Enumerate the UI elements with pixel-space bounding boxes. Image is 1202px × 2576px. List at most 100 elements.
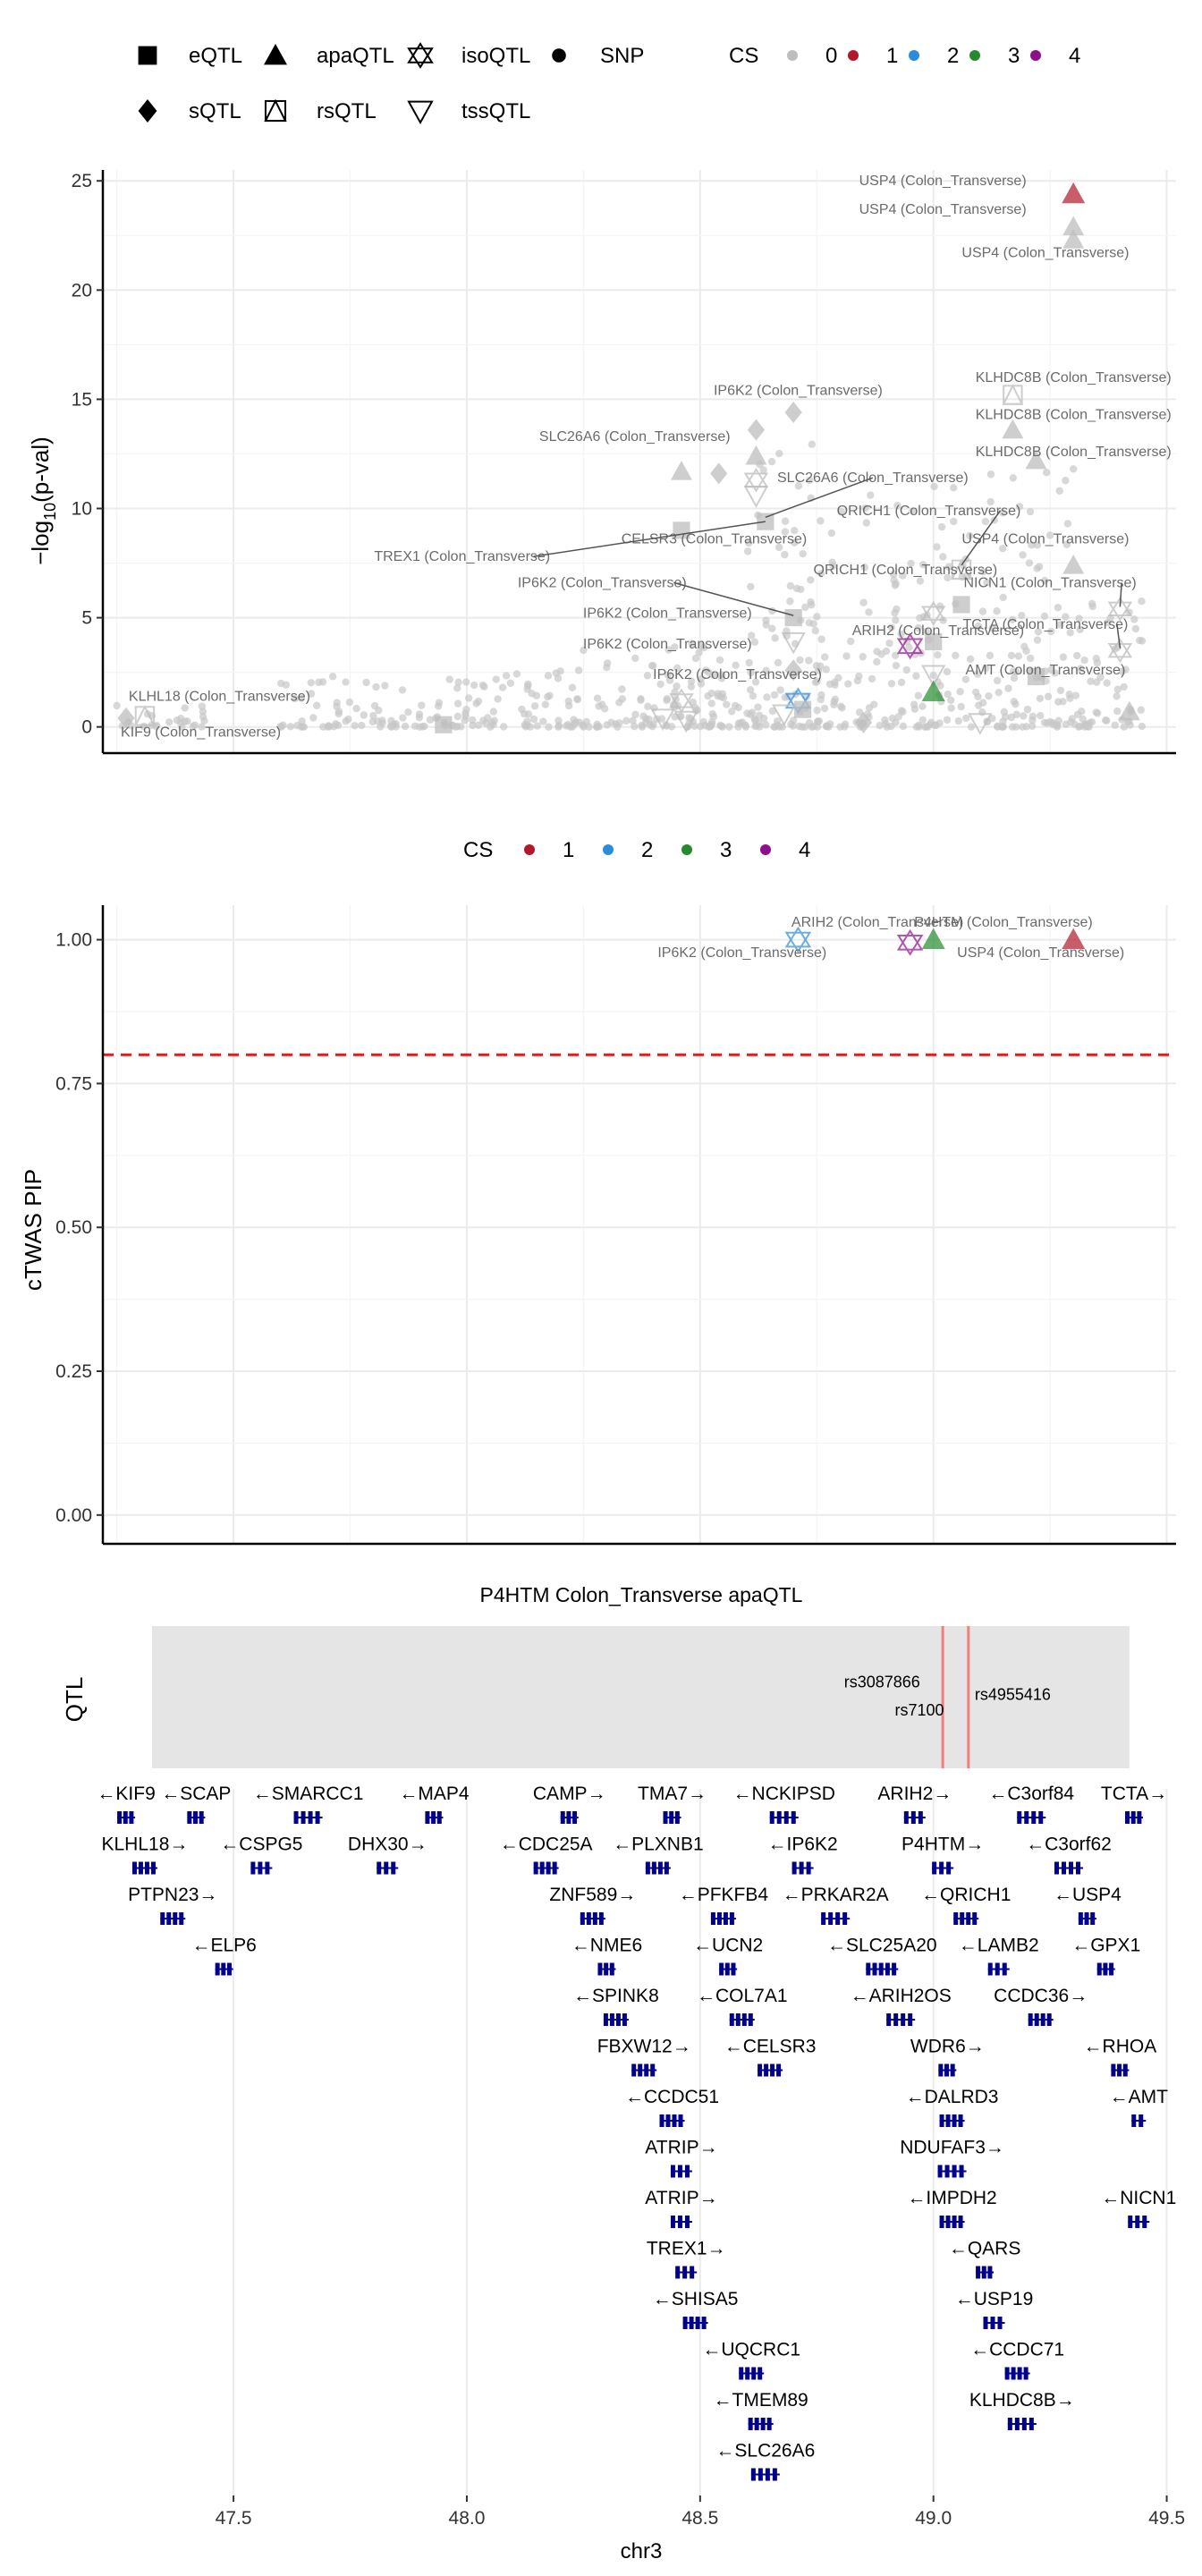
gwas-labels: USP4 (Colon_Transverse) USP4 (Colon_Trans…	[121, 174, 1172, 741]
gwas-label-3: KLHDC8B (Colon_Transverse)	[976, 370, 1172, 386]
gwas-point-25	[920, 665, 946, 688]
gwas-point-1	[1062, 216, 1085, 236]
legend-mid-label-4: 4	[799, 838, 810, 862]
gwas-label-2: USP4 (Colon_Transverse)	[961, 246, 1129, 261]
gwas-point-38	[435, 716, 453, 733]
gene-label-KLHDC8B: KLHDC8B→	[969, 2390, 1075, 2411]
gwas-point-18	[920, 600, 946, 626]
gene-label-TREX1: TREX1→	[647, 2239, 726, 2259]
gene-label-C3orf62: ←C3orf62	[1026, 1835, 1112, 1855]
qtl-track-ylabel: QTL	[61, 1677, 88, 1723]
x-tick-3: 49.0	[915, 2508, 952, 2529]
pip-ytick-3: 0.75	[55, 1073, 92, 1094]
legend-cs-label-4: 4	[1069, 44, 1080, 68]
gwas-ylabel-tail: (p-val)	[27, 436, 54, 503]
pip-y-axis-label: cTWAS PIP	[20, 1169, 47, 1291]
gwas-ytick-2: 10	[72, 499, 92, 520]
gwas-points	[117, 182, 1140, 735]
gwas-point-33	[673, 710, 698, 733]
gwas-point-2	[1062, 229, 1085, 249]
gene-label-C3orf84: ←C3orf84	[988, 1784, 1074, 1804]
gwas-label-1: USP4 (Colon_Transverse)	[859, 202, 1027, 217]
legend-mid: CS 1 2 3 4	[463, 838, 810, 862]
legend-label-rsQTL: rsQTL	[317, 99, 377, 123]
gene-label-PTPN23: PTPN23→	[128, 1885, 217, 1905]
gwas-label-6: IP6K2 (Colon_Transverse)	[714, 384, 883, 399]
gene-label-P4HTM: P4HTM→	[902, 1835, 984, 1855]
legend-label-tssQTL: tssQTL	[461, 99, 530, 123]
legend-mid-title: CS	[463, 838, 493, 862]
qtl-snp-label-rs7100: rs7100	[895, 1701, 944, 1719]
gwas-label-21: IP6K2 (Colon_Transverse)	[653, 667, 822, 682]
gene-label-PLXNB1: ←PLXNB1	[613, 1835, 704, 1855]
gwas-point-31	[669, 688, 694, 714]
gene-label-GPX1: ←GPX1	[1071, 1936, 1140, 1956]
gene-label-ARIH2OS: ←ARIH2OS	[851, 1986, 952, 2006]
gwas-point-12	[670, 460, 692, 480]
gene-label-QARS: ←QARS	[949, 2239, 1021, 2259]
gwas-point-8	[745, 445, 767, 465]
gene-label-TMEM89: ←TMEM89	[714, 2390, 808, 2411]
gwas-axes: 0 5 10 15 20 25	[72, 170, 1176, 755]
gene-label-CCDC71: ←CCDC71	[970, 2340, 1064, 2360]
gene-label-CDC25A: ←CDC25A	[500, 1835, 593, 1855]
gwas-label-17: TCTA (Colon_Transverse)	[962, 617, 1128, 632]
legend-shape-eQTL	[138, 46, 157, 65]
gwas-point-21	[781, 631, 806, 655]
gwas-ylabel-main: −log	[27, 521, 54, 565]
gene-label-SCAP: ←SCAP	[161, 1784, 231, 1804]
gene-label-FBXW12: FBXW12→	[597, 2037, 691, 2057]
legend-mid-swatch-2	[603, 844, 614, 855]
legend-cs-swatch-2	[909, 50, 919, 61]
qtl-track-title: P4HTM Colon_Transverse apaQTL	[480, 1583, 803, 1606]
x-axis-label: chr3	[621, 2539, 663, 2563]
gene-label-CELSR3: ←CELSR3	[724, 2037, 817, 2057]
gene-label-TMA7: TMA7→	[638, 1784, 707, 1804]
gwas-label-20: AMT (Colon_Transverse)	[966, 663, 1126, 678]
legend-shape-sQTL	[138, 99, 157, 123]
legend-cs-swatch-1	[848, 50, 859, 61]
gene-track: ←KIF9 ←SCAP ←SMARCC1 ←MAP4 CAMP→ TMA7→ ←NCKIPS…	[97, 1784, 1176, 2481]
gene-label-MAP4: ←MAP4	[399, 1784, 470, 1804]
gwas-ylabel-sub: 10	[41, 503, 59, 521]
gene-label-AMT: ←AMT	[1110, 2087, 1169, 2107]
gwas-point-23	[925, 632, 943, 651]
gwas-label-22: KLHL18 (Colon_Transverse)	[129, 689, 310, 704]
gwas-point-29	[921, 680, 945, 702]
legend-cs-title: CS	[729, 44, 758, 68]
gwas-point-37	[117, 707, 135, 729]
gwas-label-10: USP4 (Colon_Transverse)	[961, 532, 1129, 547]
legend-label-SNP: SNP	[600, 44, 644, 68]
pip-point-1	[896, 928, 924, 956]
gwas-ytick-1: 5	[81, 608, 92, 629]
gwas-point-27	[784, 659, 802, 682]
gene-label-ATRIP: ATRIP→	[645, 2188, 717, 2208]
gwas-label-23: KIF9 (Colon_Transverse)	[121, 725, 281, 741]
legend-mid-label-1: 1	[563, 838, 574, 862]
legend-cs-label-3: 3	[1008, 44, 1020, 68]
qtl-snp-label-rs3087866: rs3087866	[844, 1673, 920, 1690]
gene-label-ARIH2: ARIH2→	[877, 1784, 952, 1804]
gwas-point-35	[968, 713, 993, 735]
gwas-label-5: KLHDC8B (Colon_Transverse)	[976, 445, 1172, 460]
gwas-point-16	[951, 558, 972, 580]
gwas-point-36	[134, 705, 156, 726]
pip-label-1: P4HTM (Colon_Transverse)	[914, 915, 1092, 930]
gwas-point-7	[747, 419, 766, 441]
gene-label-ELP6: ←ELP6	[191, 1936, 256, 1956]
gene-label-CSPG5: ←CSPG5	[220, 1835, 302, 1855]
gene-label-LAMB2: ←LAMB2	[959, 1936, 1039, 1956]
gwas-label-12: TREX1 (Colon_Transverse)	[374, 549, 550, 564]
legend-label-apaQTL: apaQTL	[317, 44, 394, 68]
gene-label-CCDC36: CCDC36→	[994, 1986, 1088, 2006]
legend-cs-label-1: 1	[886, 44, 898, 68]
legend-label-isoQTL: isoQTL	[461, 44, 530, 68]
legend-shape-rsQTL	[264, 98, 287, 123]
gene-label-SMARCC1: ←SMARCC1	[253, 1784, 364, 1804]
gwas-label-0: USP4 (Colon_Transverse)	[859, 174, 1027, 189]
gwas-label-19: IP6K2 (Colon_Transverse)	[583, 637, 752, 652]
x-tick-1: 48.0	[449, 2508, 486, 2529]
legend-mid-swatch-4	[760, 844, 771, 855]
gene-label-RHOA: ←RHOA	[1084, 2037, 1157, 2057]
legend-label-eQTL: eQTL	[189, 44, 242, 68]
